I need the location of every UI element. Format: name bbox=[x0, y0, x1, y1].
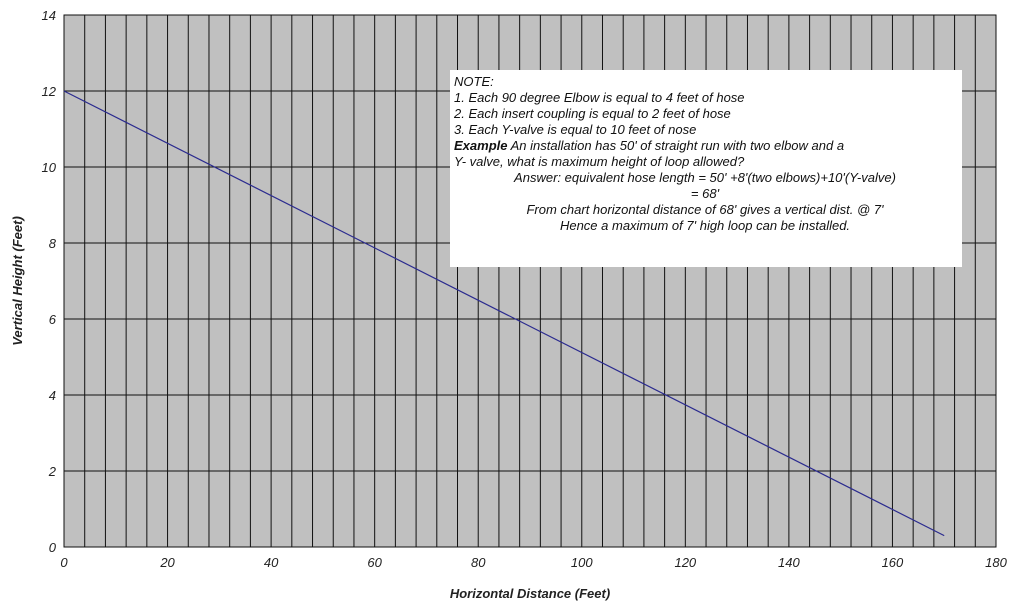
y-tick-label: 0 bbox=[49, 540, 57, 555]
x-tick-label: 120 bbox=[674, 555, 696, 570]
note-example-text: An installation has 50' of straight run … bbox=[507, 138, 845, 153]
y-tick-label: 8 bbox=[49, 236, 57, 251]
x-tick-label: 40 bbox=[264, 555, 279, 570]
series-layer bbox=[63, 90, 945, 537]
x-tick-label: 180 bbox=[985, 555, 1007, 570]
x-tick-label: 20 bbox=[159, 555, 175, 570]
note-box: NOTE: 1. Each 90 degree Elbow is equal t… bbox=[450, 70, 962, 267]
tick-labels: 0 20 40 60 80 100 120 140 160 180 0 2 4 6 8 10 12 14 bbox=[42, 8, 1008, 570]
x-tick-label: 160 bbox=[882, 555, 904, 570]
y-tick-label: 4 bbox=[49, 388, 56, 403]
y-tick-label: 14 bbox=[42, 8, 56, 23]
note-answer-2: = 68' bbox=[690, 186, 720, 201]
y-tick-label: 2 bbox=[48, 464, 57, 479]
note-example-continued: Y- valve, what is maximum height of loop… bbox=[454, 154, 745, 169]
x-axis-title: Horizontal Distance (Feet) bbox=[450, 586, 610, 601]
x-tick-label: 0 bbox=[60, 555, 68, 570]
y-tick-label: 10 bbox=[42, 160, 57, 175]
note-answer-1: Answer: equivalent hose length = 50' +8'… bbox=[514, 170, 896, 185]
note-answer-4: Hence a maximum of 7' high loop can be i… bbox=[559, 218, 851, 233]
series-line bbox=[63, 90, 945, 537]
grid bbox=[63, 14, 997, 548]
plot-border bbox=[63, 14, 997, 548]
y-axis-title: Vertical Height (Feet) bbox=[10, 216, 25, 346]
y-tick-label: 6 bbox=[49, 312, 57, 327]
x-tick-label: 60 bbox=[367, 555, 382, 570]
x-tick-label: 140 bbox=[778, 555, 800, 570]
note-item-1: 1. Each 90 degree Elbow is equal to 4 fe… bbox=[454, 90, 745, 105]
note-item-2: 2. Each insert coupling is equal to 2 fe… bbox=[454, 106, 731, 121]
x-tick-label: 80 bbox=[471, 555, 486, 570]
x-tick-label: 100 bbox=[571, 555, 593, 570]
y-tick-label: 12 bbox=[42, 84, 57, 99]
note-item-3: 3. Each Y-valve is equal to 10 feet of n… bbox=[454, 122, 697, 137]
note-title: NOTE: bbox=[454, 74, 494, 89]
note-example: Example An installation has 50' of strai… bbox=[454, 138, 956, 154]
note-answer-3: From chart horizontal distance of 68' gi… bbox=[526, 202, 884, 217]
note-example-label: Example bbox=[454, 138, 508, 153]
